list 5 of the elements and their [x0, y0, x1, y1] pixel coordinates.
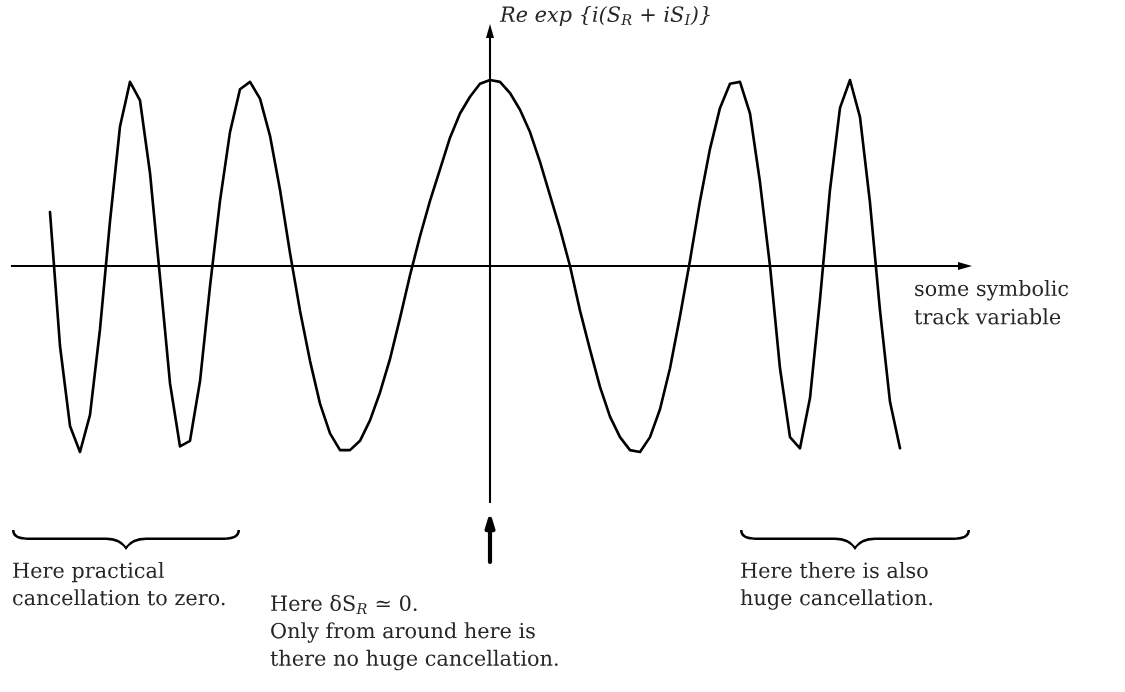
y-axis-title: Re exp {i(S$_{R}$ + iS$_{I}$)}	[499, 5, 710, 27]
x-axis-title: some symbolic track variable	[914, 280, 1069, 325]
text: Here there is also huge cancellation.	[740, 562, 933, 610]
text: Here practical cancellation to zero.	[13, 562, 225, 606]
text: Here δS$_{R}$ ≃ 0. Only from around here is there no huge cancellation.	[270, 594, 558, 671]
